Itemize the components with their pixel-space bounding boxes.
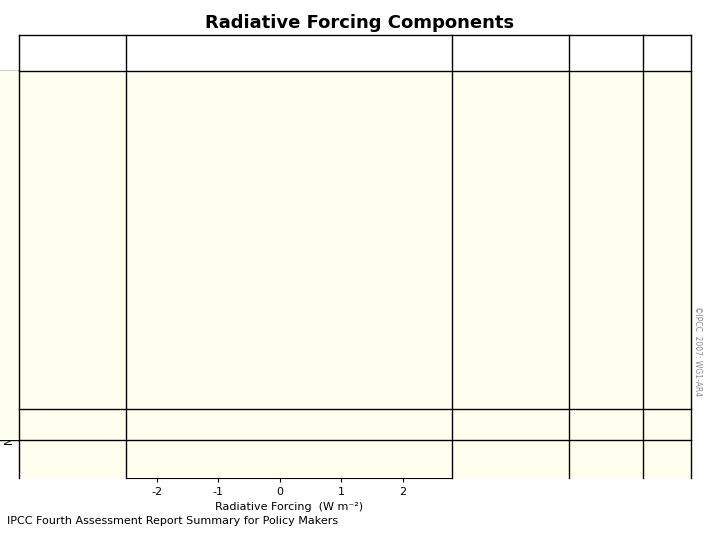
Text: RF Terms: RF Terms [45, 48, 99, 58]
Bar [280, 98, 382, 131]
Text: Global: Global [590, 422, 621, 432]
Text: -0.2: -0.2 [458, 268, 480, 278]
Bar [280, 144, 310, 161]
Bar [280, 281, 286, 298]
Text: ┤ Halocarbons: ┤ Halocarbons [320, 160, 384, 171]
Text: ┤ Tropospheric: ┤ Tropospheric [281, 209, 347, 220]
Text: 0.12: 0.12 [458, 422, 482, 432]
Text: -0.05: -0.05 [458, 193, 486, 203]
Text: Med: Med [657, 203, 678, 213]
Text: High: High [656, 110, 678, 120]
Text: Low: Low [657, 349, 677, 359]
Text: Continental
to global: Continental to global [577, 197, 634, 219]
Bar [280, 235, 284, 252]
Text: Cloud albedo
effect: Cloud albedo effect [57, 343, 121, 364]
Bar [280, 418, 287, 435]
Text: Anthropogenic: Anthropogenic [4, 202, 14, 278]
Text: [0.31 to 0.37]: [0.31 to 0.37] [479, 168, 549, 178]
Bar [276, 193, 280, 212]
Text: Continental
to global: Continental to global [577, 308, 634, 329]
Text: [0.06 to 0.30]: [0.06 to 0.30] [479, 422, 549, 432]
Text: High: High [656, 154, 678, 164]
Text: RF values (W m⁻²): RF values (W m⁻²) [458, 48, 564, 58]
Bar [268, 269, 280, 286]
Text: [0.43 to 0.53]: [0.43 to 0.53] [479, 140, 549, 150]
Text: Solar irradiance: Solar irradiance [44, 422, 121, 432]
Text: CH₄: CH₄ [285, 161, 305, 171]
Text: Med
- Low: Med - Low [654, 272, 680, 294]
Text: [0.25 to 0.65]: [0.25 to 0.65] [479, 213, 549, 222]
Text: Linear contrails: Linear contrails [45, 384, 121, 394]
Text: Direct effect: Direct effect [60, 314, 121, 323]
Text: 0.07: 0.07 [458, 238, 482, 248]
Text: Surface albedo: Surface albedo [48, 278, 121, 288]
Text: Total net
anthropogenic: Total net anthropogenic [50, 449, 121, 471]
Text: Land use ┤: Land use ┤ [188, 272, 237, 283]
Text: Global: Global [590, 110, 621, 120]
Text: 0.16: 0.16 [458, 154, 482, 164]
Bar [280, 205, 302, 224]
Text: 1.6: 1.6 [458, 455, 475, 465]
Text: 0.48: 0.48 [458, 140, 482, 150]
Text: Continental
to global: Continental to global [577, 343, 634, 364]
Text: CO₂: CO₂ [320, 110, 342, 120]
Text: -0.7: -0.7 [458, 349, 480, 359]
Text: Long-lived
greenhouse gases: Long-lived greenhouse gases [32, 126, 121, 148]
Text: [-0.4 to 0.0]: [-0.4 to 0.0] [479, 268, 540, 278]
Text: Ozone: Ozone [90, 203, 121, 213]
Text: Global: Global [590, 154, 621, 164]
Text: [1.49 to 1.93]: [1.49 to 1.93] [479, 110, 549, 120]
Text: [-1.8 to -0.3]: [-1.8 to -0.3] [479, 349, 544, 359]
Text: Spatial scale: Spatial scale [568, 48, 644, 58]
Text: Continental: Continental [577, 384, 634, 394]
Bar [280, 448, 378, 472]
Text: [0.14 to 0.18]: [0.14 to 0.18] [479, 154, 549, 164]
Text: Local to
continental: Local to continental [578, 272, 634, 294]
Text: [-0.15 to 0.05]: [-0.15 to 0.05] [485, 193, 557, 203]
Text: IPCC Fourth Assessment Report Summary for Policy Makers: IPCC Fourth Assessment Report Summary fo… [7, 516, 338, 526]
Text: Low: Low [657, 422, 677, 432]
Text: Stratospheric ┤: Stratospheric ┤ [174, 197, 243, 208]
Text: 1.66: 1.66 [458, 110, 482, 120]
X-axis label: Radiative Forcing  (W m⁻²): Radiative Forcing (W m⁻²) [215, 503, 363, 512]
Text: [0.6 to 2.4]: [0.6 to 2.4] [474, 455, 531, 465]
Text: Total
Aerosol: Total Aerosol [56, 326, 92, 347]
Text: Natural: Natural [4, 406, 14, 444]
Text: [0.0 to 0.2]: [0.0 to 0.2] [474, 288, 531, 298]
Text: [-0.9 to -0.1]: [-0.9 to -0.1] [479, 314, 544, 323]
Text: Radiative Forcing Components: Radiative Forcing Components [205, 14, 515, 31]
Text: Cloud albedo
effect: Cloud albedo effect [122, 344, 181, 363]
Text: Direct effect: Direct effect [131, 314, 187, 323]
Text: 0.1: 0.1 [458, 288, 475, 298]
Text: N₂O: N₂O [286, 148, 303, 157]
Text: -0.5: -0.5 [458, 314, 480, 323]
Text: 0.01: 0.01 [458, 384, 482, 394]
Text: Global: Global [590, 238, 621, 248]
Text: Stratospheric water
vapour from CH₄: Stratospheric water vapour from CH₄ [24, 232, 121, 254]
Text: Med
- Low: Med - Low [654, 308, 680, 329]
Text: [0.003 to 0.03]: [0.003 to 0.03] [479, 384, 554, 394]
Text: LOSU: LOSU [652, 48, 683, 58]
Text: 0.34: 0.34 [458, 168, 482, 178]
Text: ©IPCC  2007: WG1-AR4: ©IPCC 2007: WG1-AR4 [693, 306, 701, 396]
Text: Low: Low [657, 238, 677, 248]
Text: Low: Low [657, 384, 677, 394]
Text: [0.02 to 0.12]: [0.02 to 0.12] [479, 238, 549, 248]
Bar [280, 157, 310, 174]
Text: Black carbon
on snow: Black carbon on snow [289, 280, 348, 299]
Bar [249, 308, 280, 329]
Bar [237, 342, 280, 366]
Bar [310, 157, 330, 174]
Text: 0.35: 0.35 [458, 213, 482, 222]
